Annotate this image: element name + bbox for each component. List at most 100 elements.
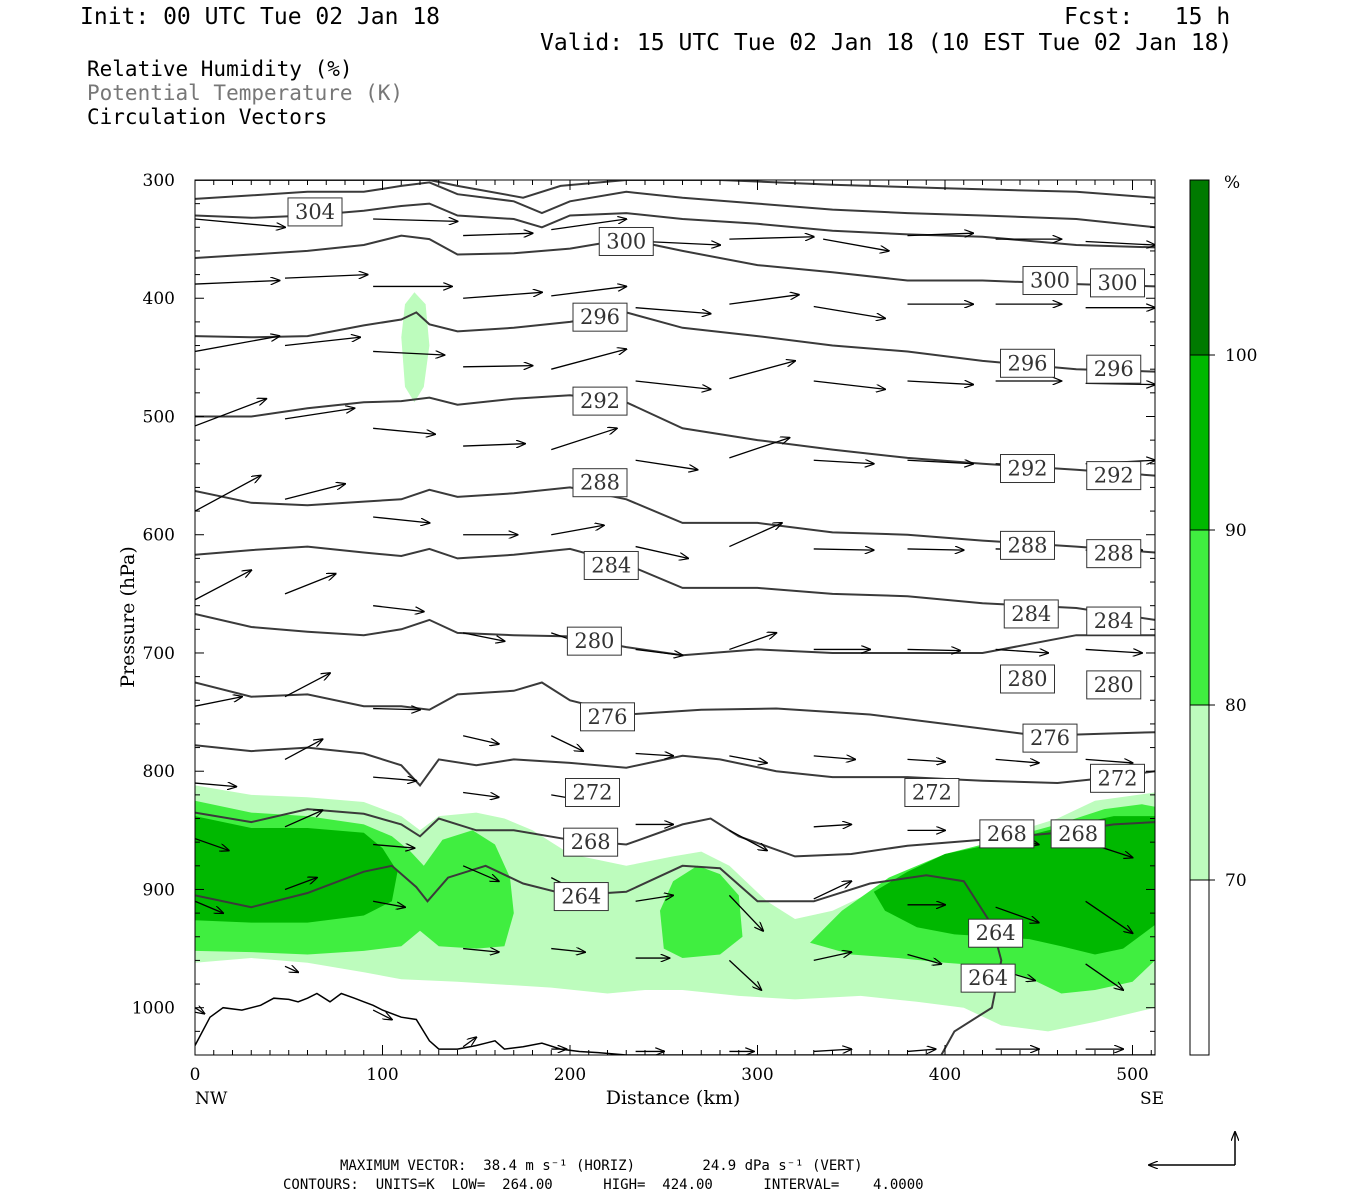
circulation-vector (284, 275, 368, 279)
circulation-vector (284, 408, 354, 420)
footer-max-vector: MAXIMUM VECTOR: 38.4 m s⁻¹ (HORIZ) 24.9 … (340, 1158, 863, 1174)
colorbar-level-label: 70 (1225, 871, 1247, 891)
colorbar: 70 80 90 100 (1189, 179, 1257, 1056)
circulation-vector (373, 605, 424, 612)
reference-vector-icon (1149, 1132, 1235, 1165)
circulation-vector (462, 865, 499, 881)
circulation-vector (195, 476, 261, 512)
circulation-vector (195, 697, 242, 707)
circulation-vector (195, 399, 266, 427)
forecast-hour-label: Fcst: 15 h (1064, 4, 1231, 30)
circulation-vector (728, 894, 763, 930)
circulation-vector (635, 895, 674, 902)
theta-label: 268 (1058, 822, 1098, 846)
theta-label-box (598, 226, 654, 256)
circulation-vector (195, 281, 279, 285)
circulation-vector (284, 810, 323, 828)
theta-label-box (287, 197, 343, 227)
circulation-vector (1085, 900, 1133, 933)
circulation-vector (729, 633, 776, 651)
theta-label: 300 (606, 229, 646, 253)
y-tick-label: 600 (143, 526, 175, 546)
theta-label-box (563, 827, 619, 857)
footer-contours: CONTOURS: UNITS=K LOW= 264.00 HIGH= 424.… (283, 1177, 924, 1193)
theta-label-box (1090, 268, 1145, 298)
circulation-vector (813, 460, 874, 464)
circulation-vector (907, 381, 974, 385)
rh-region-70-80 (401, 292, 430, 403)
circulation-vector (551, 525, 604, 536)
theta-label: 288 (1007, 533, 1047, 557)
circulation-vector (907, 953, 942, 963)
theta-label-box (1086, 461, 1142, 491)
y-tick-label: 500 (143, 407, 175, 427)
circulation-vector (195, 336, 279, 353)
theta-label-layer: 304 300 300 300 296 296 296 292 292 292 288 288 288 2… (287, 197, 1145, 993)
theta-label-box (904, 778, 960, 807)
circulation-vector (550, 735, 583, 751)
theta-contour-268 (195, 808, 1155, 858)
theta-label: 272 (1097, 766, 1137, 790)
y-axis-title: Pressure (hPa) (117, 546, 139, 688)
circulation-vector (729, 523, 782, 548)
plot-frame (194, 179, 1156, 1056)
circulation-vector (995, 759, 1039, 763)
vector-layer (195, 219, 1155, 1051)
y-tick-label: 900 (143, 880, 175, 900)
circulation-vector (373, 219, 457, 221)
circulation-vector (372, 1009, 392, 1019)
theta-label: 264 (561, 885, 601, 909)
theta-contour-layer (195, 180, 1155, 1055)
rh-region-90-100 (195, 816, 398, 923)
y-tick-label: 700 (143, 644, 175, 664)
circulation-vector (635, 307, 711, 314)
circulation-vector (729, 755, 767, 763)
rh-region-80-90 (660, 865, 743, 958)
circulation-vector (284, 878, 317, 891)
circulation-vector (195, 1008, 204, 1014)
theta-label: 276 (1030, 726, 1070, 750)
theta-label-box (583, 550, 639, 580)
valid-time-label: Valid: 15 UTC Tue 02 Jan 18 (10 EST Tue … (540, 30, 1233, 56)
circulation-vector (813, 549, 874, 550)
circulation-vector (1085, 963, 1124, 990)
colorbar-frame (1189, 179, 1210, 1056)
theta-label: 272 (572, 781, 612, 805)
theta-contour (195, 180, 1155, 199)
circulation-vector (373, 900, 405, 907)
theta-label: 288 (1094, 542, 1134, 566)
circulation-vector (1085, 649, 1142, 653)
theta-label: 268 (571, 830, 611, 854)
circulation-vector (284, 484, 345, 500)
x-axis-title: Distance (km) (606, 1087, 741, 1109)
theta-label: 276 (587, 705, 627, 729)
theta-label: 272 (912, 781, 952, 805)
circulation-vector (635, 545, 689, 559)
theta-label: 284 (1011, 602, 1051, 626)
circulation-vector (551, 349, 626, 370)
circulation-vector (813, 952, 852, 962)
circulation-vector (195, 838, 229, 851)
theta-label-box (1086, 354, 1142, 384)
circulation-vector (823, 238, 889, 251)
x-tick-label: 300 (741, 1065, 773, 1085)
theta-label-box (1003, 599, 1059, 629)
theta-label: 292 (1007, 457, 1047, 481)
circulation-vector (373, 709, 420, 710)
circulation-vector (551, 428, 617, 451)
circulation-vector (635, 380, 711, 389)
theta-label: 292 (1094, 464, 1134, 488)
circulation-vector (284, 673, 330, 698)
circulation-vector (907, 233, 974, 235)
theta-label-box (1000, 454, 1055, 484)
circulation-vector (551, 219, 626, 231)
circulation-vector (1085, 759, 1133, 763)
circulation-vector (373, 777, 416, 781)
colorbar-swatch (1190, 705, 1209, 880)
theta-contour (195, 181, 1155, 229)
circulation-vector (463, 233, 532, 235)
circulation-vector (195, 900, 223, 913)
theta-label-box (1050, 819, 1106, 849)
rh-shading-layer (195, 292, 1155, 1032)
